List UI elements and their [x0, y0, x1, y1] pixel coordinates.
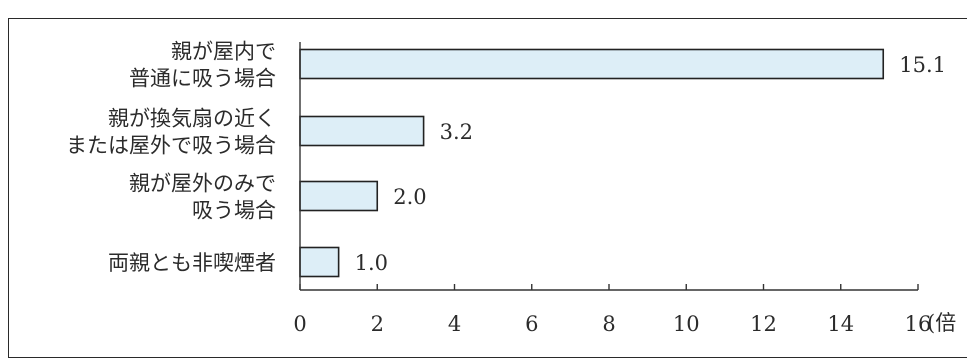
x-tick-label-4: 8	[602, 312, 615, 336]
bar-2	[299, 180, 379, 212]
x-tick-label-1: 2	[371, 312, 384, 336]
category-labels-layer: 親が屋内で普通に吸う場合親が換気扇の近くまたは屋外で吸う場合親が屋外のみで吸う場…	[66, 40, 276, 276]
x-tick-label-7: 14	[827, 312, 854, 336]
category-label-1: 親が換気扇の近くまたは屋外で吸う場合	[66, 107, 276, 158]
category-label-1-line-0: 親が換気扇の近く	[108, 107, 276, 131]
value-label-0: 15.1	[899, 53, 946, 77]
horizontal-bar-chart: 15.1 3.2 2.0 1.0 親が屋内で普通に吸う場合親が換気扇の近くまたは屋外で…	[66, 40, 956, 337]
value-label-1: 3.2	[440, 120, 473, 144]
category-label-2-line-1: 吸う場合	[192, 199, 276, 223]
value-label-2: 2.0	[393, 185, 426, 209]
category-label-1-line-1: または屋外で吸う場合	[66, 134, 276, 158]
bar-0	[299, 48, 885, 80]
x-axis-unit-label: (倍	[927, 311, 956, 335]
category-label-2-line-0: 親が屋外のみで	[129, 172, 276, 196]
bar-1	[299, 115, 425, 147]
x-axis: 0 2 4 6 8 10 12 14 16(倍	[293, 42, 956, 336]
x-tick-label-2: 4	[448, 312, 461, 336]
category-label-3-line-0: 両親とも非喫煙者	[108, 251, 276, 275]
x-tick-label-5: 10	[673, 312, 700, 336]
x-tick-label-3: 6	[525, 312, 538, 336]
x-tick-label-6: 12	[750, 312, 777, 336]
x-tick-label-0: 0	[293, 312, 306, 336]
category-label-0-line-1: 普通に吸う場合	[129, 67, 276, 91]
category-label-0-line-0: 親が屋内で	[171, 40, 276, 64]
category-label-0: 親が屋内で普通に吸う場合	[129, 40, 276, 91]
bars-layer: 15.1 3.2 2.0 1.0	[299, 48, 946, 278]
bar-3	[299, 246, 340, 278]
category-label-2: 親が屋外のみで吸う場合	[129, 172, 276, 223]
x-tick-label-8: 16	[905, 312, 932, 336]
value-label-3: 1.0	[355, 251, 388, 275]
category-label-3: 両親とも非喫煙者	[108, 251, 276, 275]
